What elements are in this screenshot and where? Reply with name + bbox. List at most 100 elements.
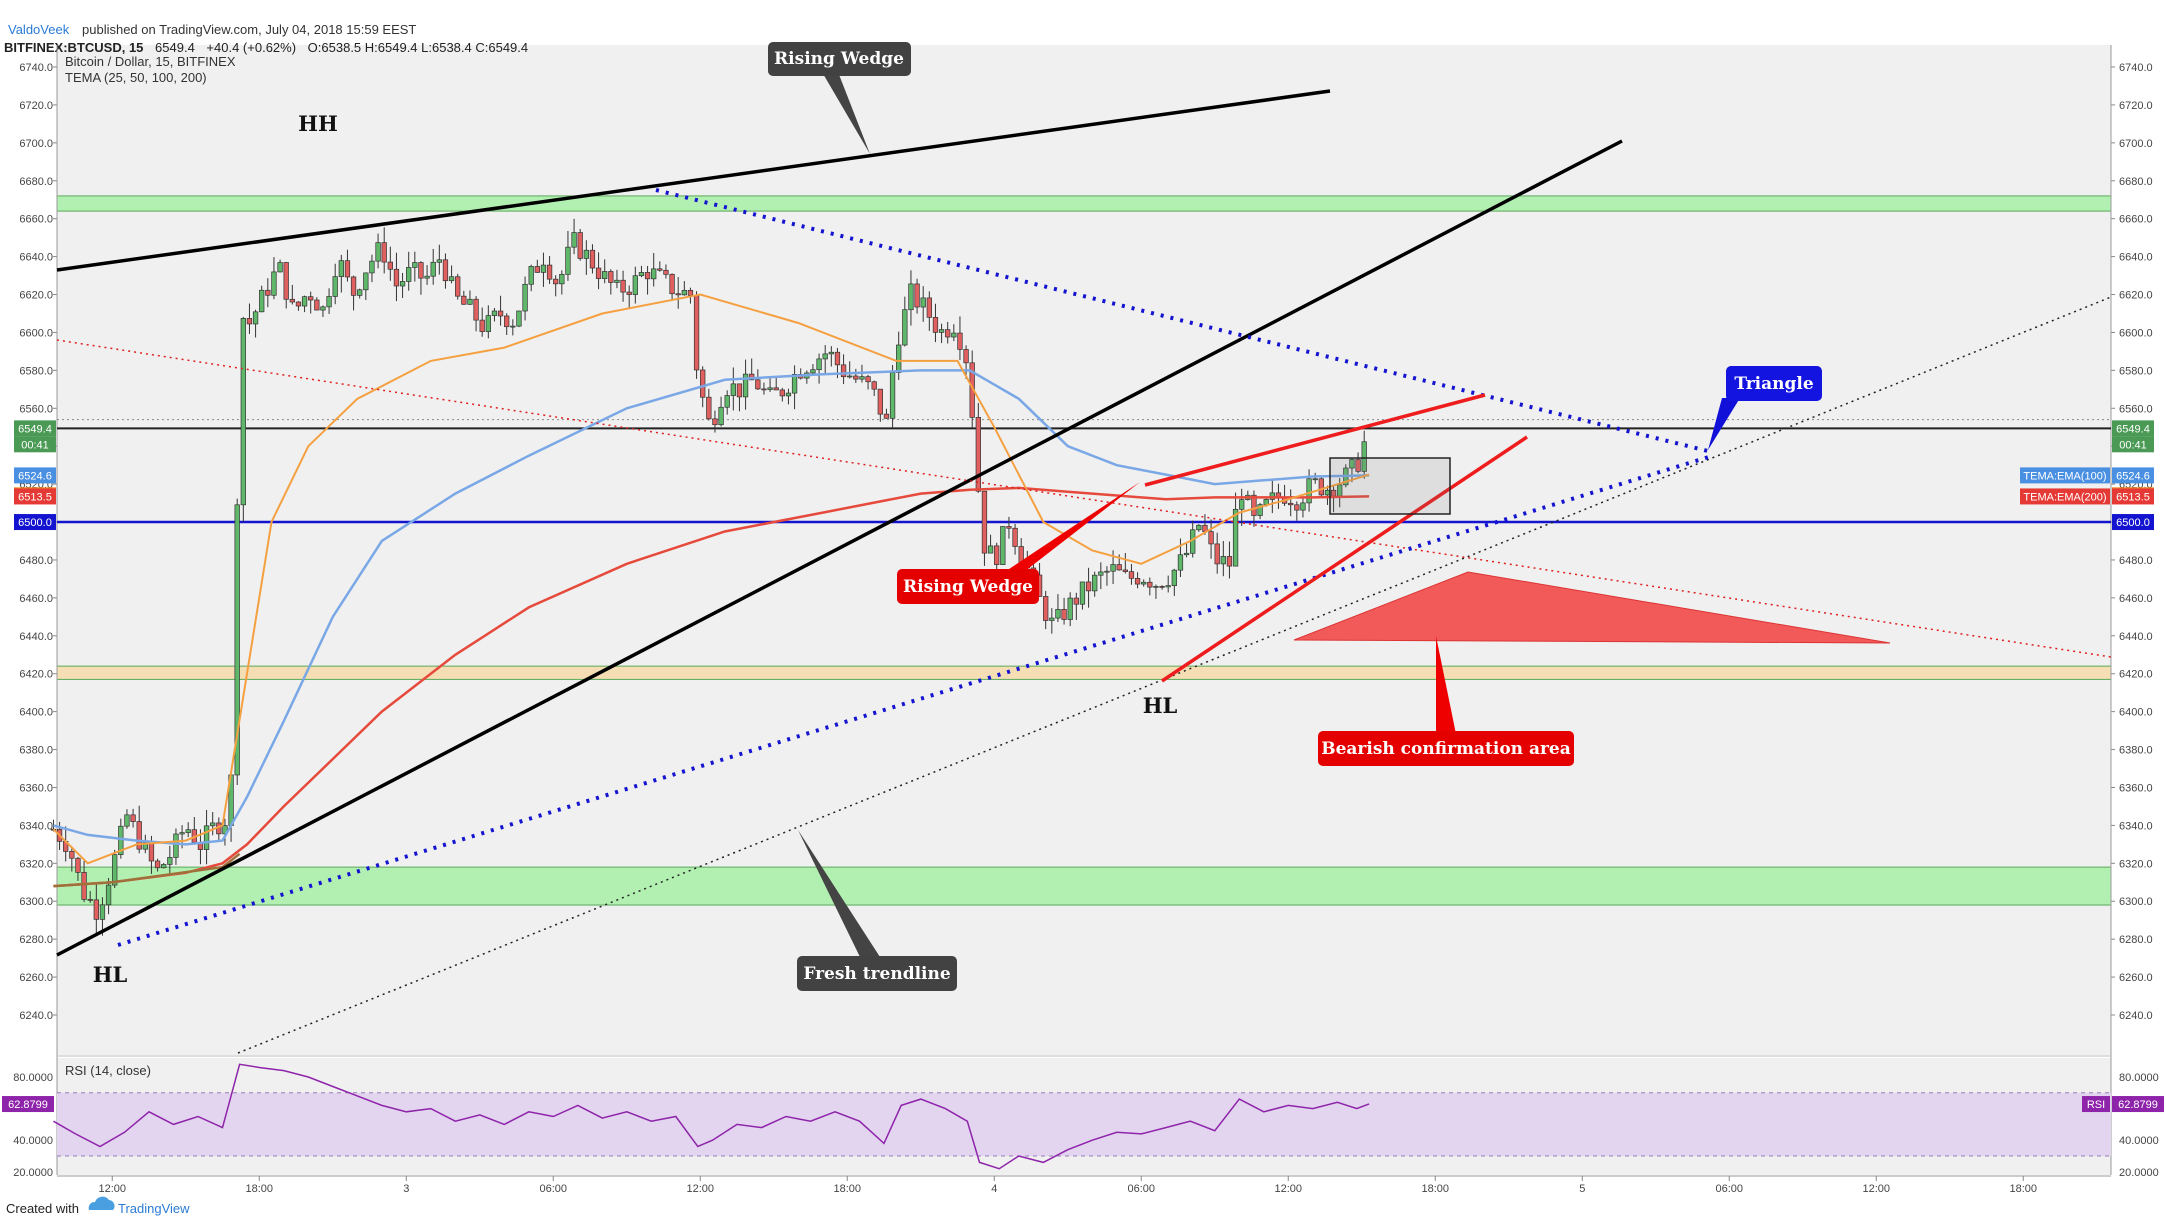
fresh-trendline-text: Fresh trendline (803, 964, 951, 984)
bearish-area-callout[interactable]: Bearish confirmation area (1318, 636, 1574, 766)
candle-down (687, 289, 694, 296)
price-badge-r (2112, 488, 2154, 505)
candle-up (277, 262, 283, 273)
candle-down (693, 295, 700, 371)
candle-up (571, 232, 577, 248)
x-tick-label: 12:00 (686, 1183, 714, 1195)
candles-layer (50, 218, 1367, 936)
candle-down (130, 814, 136, 822)
y-tick-label-left: 6380.0 (19, 745, 53, 757)
candle-down (700, 369, 706, 398)
candle-down (1208, 531, 1214, 545)
y-tick-label-right: 6620.0 (2119, 290, 2153, 302)
y-tick-label-left: 6300.0 (19, 896, 53, 908)
y-tick-label-left: 6720.0 (19, 100, 53, 112)
rising-wedge-top-callout[interactable]: Rising Wedge (768, 42, 911, 154)
candle-down (534, 266, 540, 273)
candle-up (357, 289, 363, 296)
candle-up (742, 373, 749, 398)
candle-up (681, 289, 687, 296)
candle-up (1183, 552, 1190, 556)
candle-up (602, 271, 608, 279)
red-dotted-trendline (56, 339, 2112, 658)
candle-up (203, 825, 210, 850)
candle-down (1159, 586, 1165, 588)
candle-up (424, 275, 430, 279)
candle-down (657, 268, 663, 271)
drawings-layer: 6549.46549.400:4100:416524.66524.66514.1… (14, 89, 2154, 1054)
candle-up (1049, 617, 1055, 621)
price-badge-text: 6524.6 (18, 470, 52, 482)
candle-down (589, 249, 596, 269)
tradingview-brand[interactable]: TradingView (118, 1201, 190, 1216)
candle-up (167, 857, 173, 865)
y-tick-label-left: 6460.0 (19, 593, 53, 605)
red-wedge-lower-line (1161, 435, 1528, 683)
candle-down (1043, 596, 1049, 621)
candle-down (1294, 504, 1300, 511)
y-tick-label-right: 6300.0 (2119, 896, 2153, 908)
rsi-value-badge-right (2112, 1096, 2164, 1113)
candle-down (553, 278, 559, 285)
candle-up (1220, 556, 1226, 565)
candle-down (620, 279, 626, 293)
candle-up (412, 262, 418, 268)
candle-down (93, 899, 99, 920)
candle-down (644, 272, 651, 280)
hl-mid-label: HL (1143, 693, 1178, 718)
candle-down (975, 417, 981, 492)
candle-up (559, 273, 565, 285)
candle-up (638, 272, 645, 277)
y-tick-label-right: 6320.0 (2119, 858, 2153, 870)
candle-up (112, 854, 118, 886)
candle-up (161, 864, 167, 869)
rising-wedge-red-callout[interactable]: Rising Wedge (897, 482, 1140, 604)
candle-down (608, 271, 614, 283)
rsi-tick-left: 20.0000 (13, 1167, 53, 1179)
candle-up (234, 504, 240, 776)
author-name[interactable]: ValdoVeek (8, 22, 70, 37)
triangle-callout[interactable]: Triangle (1708, 366, 1822, 450)
rising-wedge-lower-line (56, 139, 1623, 957)
candle-up (938, 329, 945, 333)
candle-down (1012, 527, 1018, 547)
candle-down (81, 872, 87, 900)
candle-down (595, 267, 602, 279)
candle-down (871, 381, 877, 390)
candle-down (473, 298, 479, 321)
candle-up (1092, 574, 1098, 592)
candle-up (816, 358, 822, 371)
y-tick-label-right: 6740.0 (2119, 62, 2153, 74)
candle-down (504, 315, 510, 328)
candle-up (828, 351, 834, 355)
rsi-tick-left: 80.0000 (13, 1072, 53, 1084)
y-tick-label-right: 6340.0 (2119, 820, 2153, 832)
y-tick-label-left: 6620.0 (19, 290, 53, 302)
candle-down (69, 851, 75, 859)
candle-up (1000, 526, 1006, 565)
candle-down (295, 301, 302, 307)
candle-up (1110, 564, 1116, 572)
fresh-trendline-callout[interactable]: Fresh trendline (797, 830, 957, 991)
candle-up (105, 884, 112, 906)
candle-up (142, 842, 148, 850)
y-tick-label-right: 6260.0 (2119, 972, 2153, 984)
price-badge-l (14, 514, 56, 531)
candle-up (1171, 569, 1177, 586)
candle-up (1306, 478, 1312, 504)
candle-down (154, 860, 161, 869)
triangle-upper-line (655, 188, 1713, 454)
fresh-trendline (237, 296, 2112, 1054)
y-tick-label-left: 6320.0 (19, 858, 53, 870)
x-tick-label: 06:00 (539, 1183, 567, 1195)
candle-up (406, 267, 412, 282)
rsi-tick-right: 20.0000 (2119, 1167, 2159, 1179)
price-badge-text: 6500.0 (18, 517, 52, 529)
x-tick-label: 12:00 (1274, 1183, 1302, 1195)
candle-up (491, 310, 498, 316)
rising-wedge-top-text: Rising Wedge (774, 49, 904, 69)
candle-down (455, 276, 461, 297)
y-tick-label-left: 6440.0 (19, 631, 53, 643)
candle-down (289, 298, 295, 303)
